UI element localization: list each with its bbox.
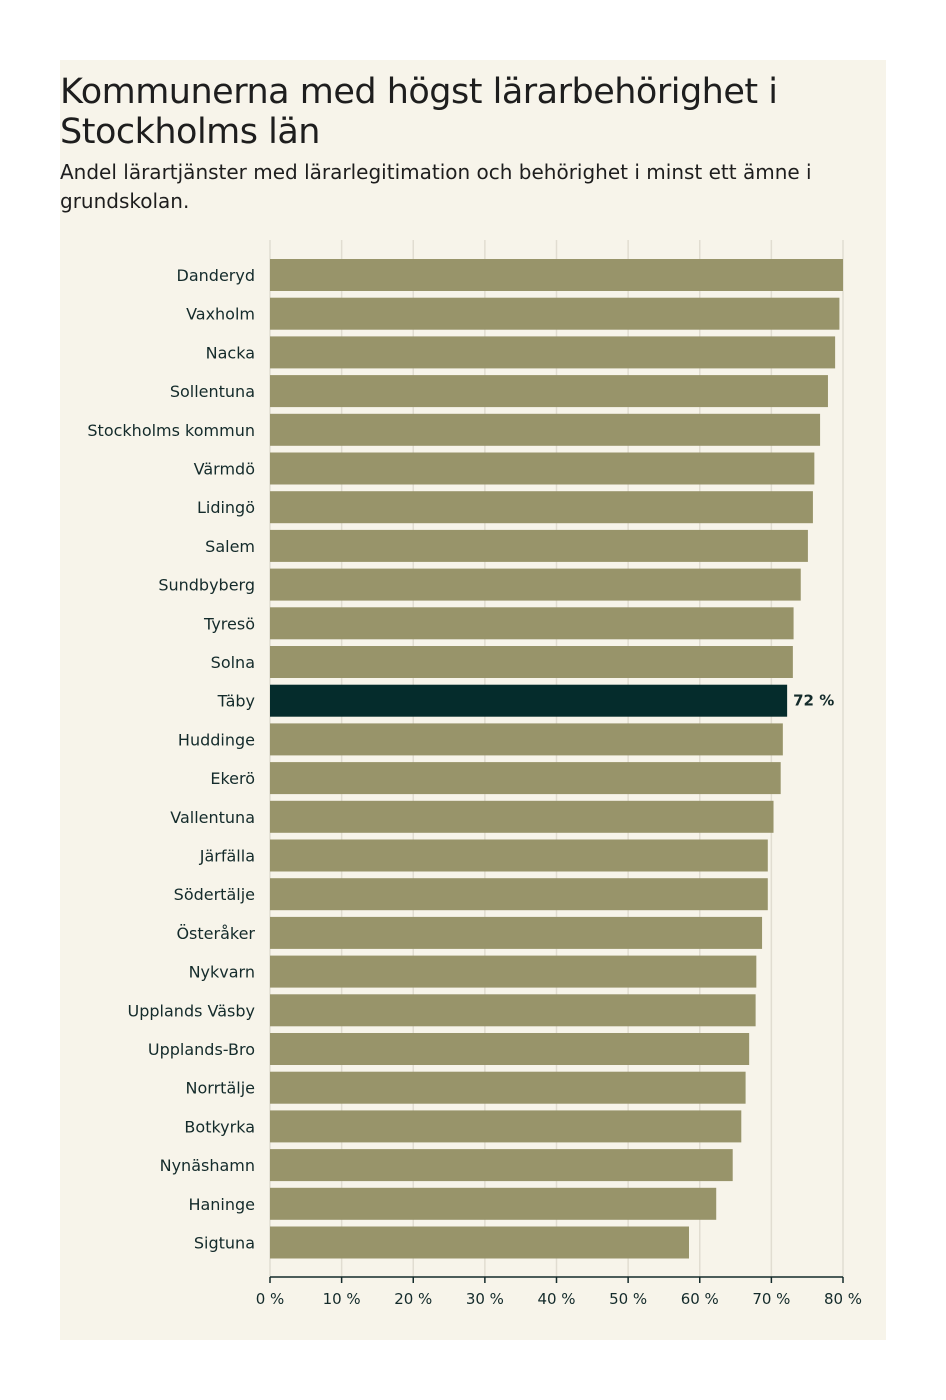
bar-norrtälje: [270, 1071, 746, 1104]
bar-botkyrka: [270, 1110, 742, 1143]
category-label: Södertälje: [174, 885, 255, 904]
category-label: Sigtuna: [194, 1234, 255, 1253]
bar-nykvarn: [270, 955, 757, 988]
bar-haninge: [270, 1187, 717, 1220]
bar-österåker: [270, 916, 763, 949]
category-label: Salem: [205, 537, 255, 556]
x-tick-label: 0 %: [256, 1290, 285, 1308]
bar-ekerö: [270, 762, 781, 795]
bar-solna: [270, 646, 793, 678]
category-label: Solna: [211, 653, 255, 672]
category-label: Lidingö: [197, 498, 255, 517]
category-label: Stockholms kommun: [87, 421, 255, 440]
chart-title: Kommunerna med högst lärarbehörighet i S…: [60, 72, 778, 152]
bar-tyresö: [270, 607, 794, 640]
x-tick-label: 80 %: [824, 1290, 862, 1308]
bar-upplands-väsby: [270, 994, 756, 1027]
category-label: Botkyrka: [184, 1117, 255, 1136]
bar-lidingö: [270, 491, 813, 524]
category-label: Järfälla: [199, 847, 255, 866]
x-tick-label: 20 %: [394, 1290, 432, 1308]
category-label: Vaxholm: [186, 305, 255, 324]
bar-vallentuna: [270, 800, 774, 833]
bar-täby: [270, 684, 788, 717]
category-label: Danderyd: [177, 266, 255, 285]
x-tick-label: 40 %: [537, 1290, 575, 1308]
bar-sollentuna: [270, 375, 828, 408]
bar-södertälje: [270, 878, 768, 911]
category-label: Nykvarn: [189, 963, 255, 982]
x-tick-label: 60 %: [681, 1290, 719, 1308]
category-label: Upplands Väsby: [128, 1001, 255, 1020]
bar-danderyd: [270, 259, 843, 291]
category-label: Ekerö: [210, 769, 255, 788]
bar-upplands-bro: [270, 1033, 750, 1065]
bar-sigtuna: [270, 1226, 690, 1259]
bar-värmdö: [270, 452, 815, 485]
category-label: Tyresö: [203, 614, 255, 633]
category-label: Täby: [217, 692, 255, 711]
category-label: Haninge: [188, 1195, 255, 1214]
category-label: Vallentuna: [170, 808, 255, 827]
category-label: Upplands-Bro: [148, 1040, 255, 1059]
bar-huddinge: [270, 723, 783, 756]
bar-salem: [270, 529, 808, 562]
x-tick-label: 30 %: [466, 1290, 504, 1308]
x-tick-label: 70 %: [752, 1290, 790, 1308]
category-label: Nynäshamn: [160, 1156, 255, 1175]
category-label: Värmdö: [194, 460, 255, 479]
category-label: Österåker: [176, 924, 255, 943]
bar-sundbyberg: [270, 568, 801, 601]
x-tick-label: 10 %: [323, 1290, 361, 1308]
bar-järfälla: [270, 839, 768, 872]
x-tick-label: 50 %: [609, 1290, 647, 1308]
category-label: Sundbyberg: [158, 576, 255, 595]
category-label: Nacka: [206, 343, 255, 362]
bar-nacka: [270, 336, 836, 369]
bar-stockholms-kommun: [270, 413, 821, 446]
value-label: 72 %: [793, 692, 834, 710]
category-label: Norrtälje: [186, 1079, 255, 1098]
category-label: Huddinge: [178, 730, 255, 749]
bar-nynäshamn: [270, 1149, 733, 1182]
category-label: Sollentuna: [170, 382, 255, 401]
chart-subtitle: Andel lärartjänster med lärarlegitimatio…: [60, 160, 812, 213]
bar-vaxholm: [270, 297, 840, 330]
